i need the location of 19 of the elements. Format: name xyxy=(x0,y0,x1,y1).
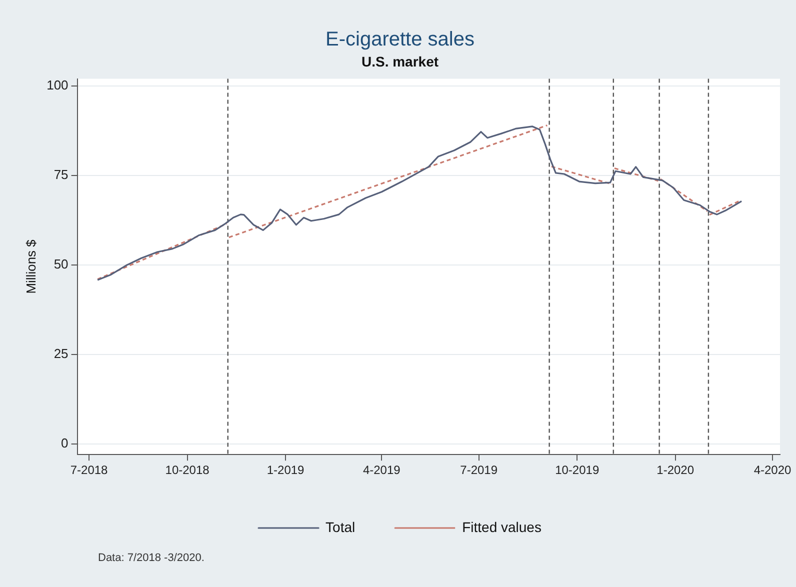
x-tick-label: 4-2019 xyxy=(362,463,401,478)
text: Data: 7/2018 -3/2020. xyxy=(98,552,204,564)
x-tick-label: 7-2019 xyxy=(460,463,498,478)
x-tick-label: 1-2020 xyxy=(656,463,694,478)
x-tick-label: 7-2018 xyxy=(70,463,108,478)
x-tick-label: 1-2019 xyxy=(266,463,305,478)
x-tick-label: 10-2018 xyxy=(165,463,210,478)
x-tick-label: 10-2019 xyxy=(555,463,600,478)
legend-label: Fitted values xyxy=(462,518,542,535)
y-tick-label: 75 xyxy=(54,167,68,182)
legend-label: Total xyxy=(326,518,356,535)
y-axis-title: Millions $ xyxy=(23,238,38,294)
chart-title: E-cigarette sales xyxy=(326,28,474,51)
y-tick-label: 0 xyxy=(61,435,68,450)
chart-subtitle: U.S. market xyxy=(361,53,439,70)
y-tick-label: 50 xyxy=(54,256,68,272)
y-tick-label: 100 xyxy=(46,78,68,93)
y-tick-label: 25 xyxy=(54,346,68,361)
x-tick-label: 4-2020 xyxy=(754,463,792,478)
